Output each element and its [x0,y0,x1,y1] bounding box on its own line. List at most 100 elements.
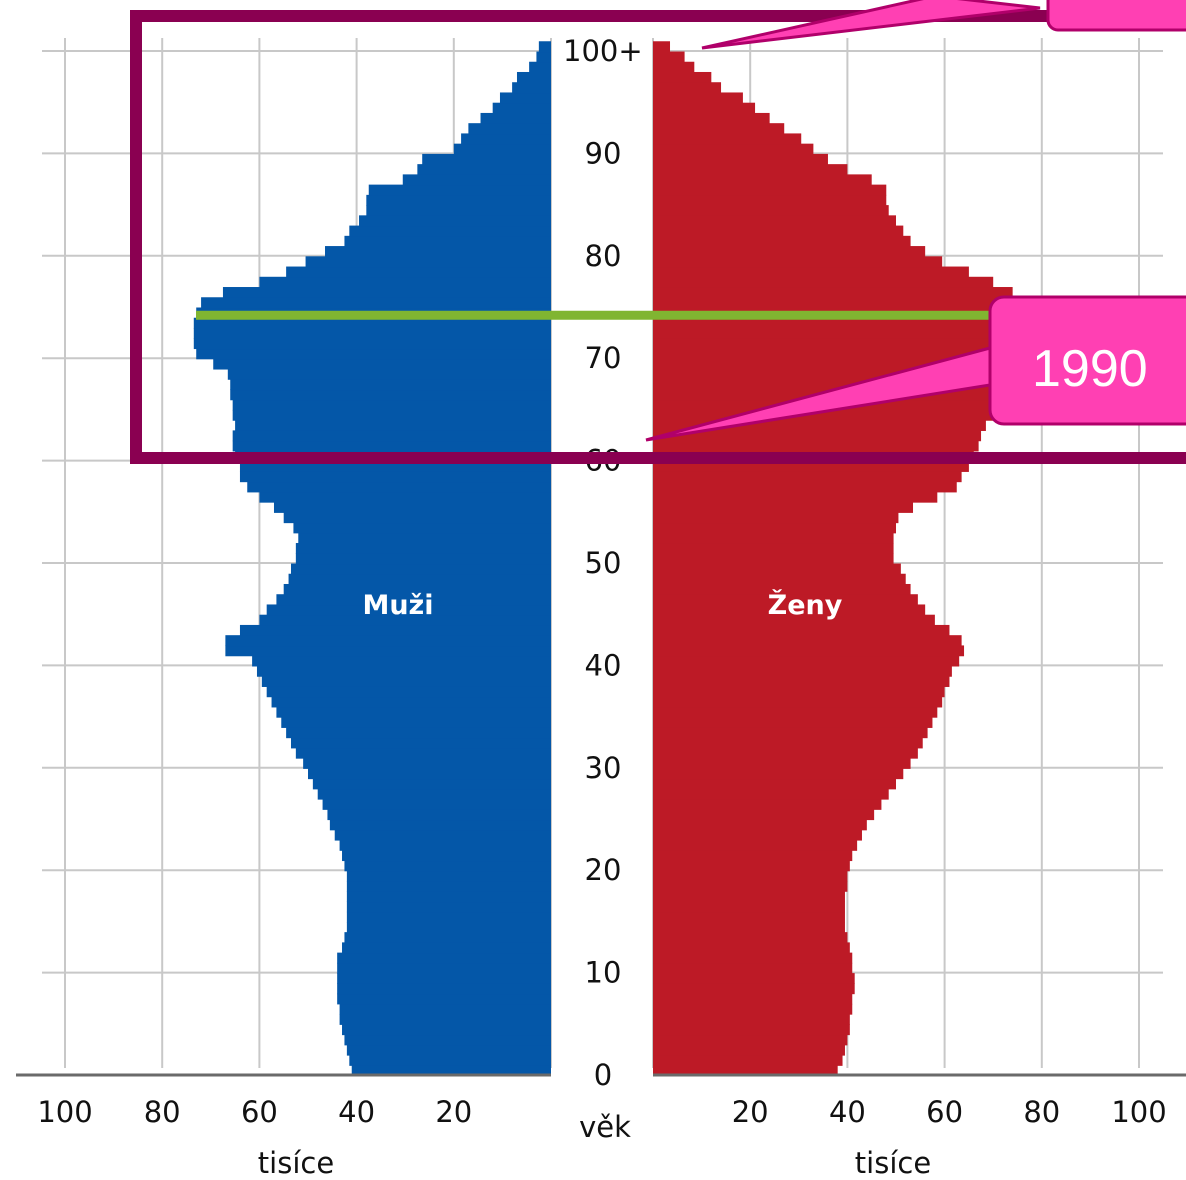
female-bar-age-34 [653,717,933,728]
male-bar-age-20 [344,860,551,872]
female-bar-age-11 [653,952,853,964]
male-bar-age-96 [512,82,551,94]
male-bar-age-3 [344,1034,551,1046]
female-bar-age-77 [653,276,994,288]
male-bar-age-62 [232,430,552,442]
female-bar-age-28 [653,778,896,790]
female-bar-age-70 [653,348,1033,360]
female-bar-age-94 [653,102,756,114]
male-bar-age-36 [271,696,551,708]
male-bar-age-44 [259,614,551,626]
male-bar-age-65 [232,399,552,411]
male-bar-age-9 [337,973,551,984]
female-bars [653,41,1045,1077]
male-bar-age-23 [334,829,551,841]
female-series-label: Ženy [768,589,843,621]
male-bar-age-67 [230,379,552,391]
male-bar-age-81 [344,235,551,247]
female-bar-age-39 [653,665,952,677]
male-bar-age-29 [308,768,551,780]
male-bar-age-56 [259,491,551,503]
male-bar-age-99 [536,51,551,63]
age-tick-label: 90 [585,136,622,170]
male-bar-age-14 [346,921,551,933]
male-bar-age-88 [417,164,551,175]
female-bar-age-73 [653,317,1045,329]
male-bar-age-86 [368,184,551,196]
age-tick-label: 0 [594,1058,612,1092]
male-bar-age-75 [201,297,551,309]
male-bar-age-16 [346,901,551,913]
female-bar-age-3 [653,1034,848,1046]
male-bar-age-46 [276,594,551,606]
male-bar-age-63 [235,420,551,431]
female-bar-age-30 [653,758,911,769]
male-bar-age-72 [193,327,552,339]
male-bar-age-89 [422,153,551,165]
female-bar-age-16 [653,901,845,913]
male-bar-age-87 [402,174,551,186]
female-bar-age-44 [653,614,935,626]
female-bar-age-50 [653,553,894,565]
male-bar-age-6 [339,1003,551,1015]
female-bar-age-59 [653,461,969,472]
female-bar-age-40 [653,655,960,667]
female-bar-age-49 [653,563,901,575]
female-bar-age-38 [653,676,950,687]
female-bar-age-18 [653,880,848,892]
female-bar-age-20 [653,860,850,872]
male-bar-age-91 [461,133,551,145]
female-bar-age-19 [653,870,848,882]
female-bar-age-69 [653,358,1018,370]
male-bar-age-85 [366,194,551,206]
female-bar-age-25 [653,809,875,821]
female-bar-age-72 [653,327,1042,339]
female-bar-age-33 [653,727,928,739]
male-bar-age-73 [193,317,552,329]
age-tick-label: 20 [585,853,622,887]
female-bar-age-10 [653,962,853,974]
female-bar-age-53 [653,522,896,534]
female-bar-age-6 [653,1003,853,1015]
x-unit-label-left: tisíce [258,1146,334,1180]
age-tick-label: 50 [585,546,622,580]
female-bar-age-5 [653,1014,850,1025]
female-bar-age-93 [653,112,770,124]
x-tick-label-right: 60 [926,1095,963,1129]
female-bar-age-61 [653,440,979,452]
female-bar-age-55 [653,502,914,513]
age-tick-label: 40 [585,648,622,682]
male-bar-age-48 [288,573,551,585]
female-bar-age-36 [653,696,943,708]
age-tick-label: 80 [585,239,622,273]
male-bar-age-32 [290,737,551,749]
female-bar-age-57 [653,481,957,493]
x-tick-labels: 100 80 60 40 20 20 40 60 80 100 [37,1095,1166,1129]
age-tick-label: 70 [585,341,622,375]
male-bar-age-42 [225,635,551,647]
male-bar-age-22 [339,839,551,851]
female-bar-age-96 [653,82,722,94]
male-bar-age-70 [196,348,551,360]
male-bar-age-39 [256,665,551,677]
male-bars [193,41,552,1077]
male-bar-age-83 [359,215,551,227]
female-bar-age-58 [653,471,962,483]
male-bar-age-94 [492,102,551,114]
female-bar-age-62 [653,430,982,442]
male-bar-age-82 [349,225,551,237]
male-bar-age-1 [349,1055,551,1066]
male-bar-age-11 [337,952,551,964]
female-bar-age-31 [653,747,918,759]
age-tick-label: 100+ [563,34,643,68]
female-bar-age-89 [653,153,828,165]
x-tick-label-left: 20 [435,1095,472,1129]
female-bar-age-80 [653,246,926,257]
x-tick-label-left: 40 [338,1095,375,1129]
male-bar-age-0 [351,1065,551,1077]
female-bar-age-43 [653,624,950,636]
male-bar-age-5 [339,1014,551,1025]
female-bar-age-71 [653,338,1040,350]
male-bar-age-24 [329,819,551,831]
